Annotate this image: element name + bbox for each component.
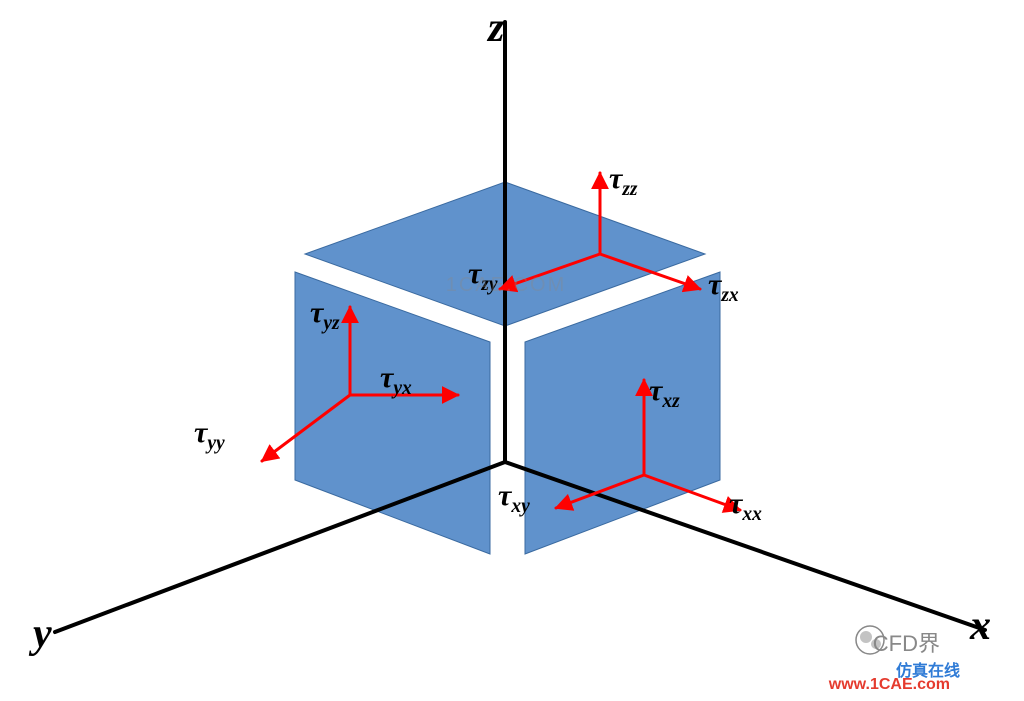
right-face xyxy=(525,272,720,554)
y-axis xyxy=(55,462,505,632)
wechat-icon xyxy=(856,626,884,654)
x-axis xyxy=(505,462,985,630)
stress-tensor-diagram xyxy=(0,0,1024,701)
